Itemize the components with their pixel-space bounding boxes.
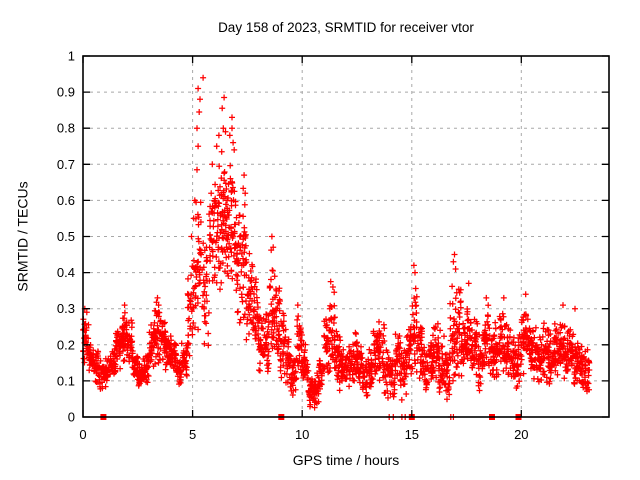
chart-title: Day 158 of 2023, SRMTID for receiver vto… — [218, 20, 474, 35]
x-tick-label: 5 — [189, 427, 196, 442]
plot-border — [82, 55, 610, 418]
x-tick-label: 10 — [295, 427, 309, 442]
y-tick-label: 0.1 — [57, 373, 75, 388]
x-tick-label: 0 — [79, 427, 86, 442]
y-tick-label: 0.6 — [57, 193, 75, 208]
x-tick-label: 20 — [514, 427, 528, 442]
y-tick-label: 0.8 — [57, 121, 75, 136]
x-tick-label: 15 — [405, 427, 419, 442]
y-tick-label: 0.2 — [57, 337, 75, 352]
y-tick-label: 0.5 — [57, 229, 75, 244]
y-tick-label: 0.9 — [57, 85, 75, 100]
scatter-points — [80, 74, 593, 420]
y-tick-label: 0.7 — [57, 157, 75, 172]
y-tick-label: 0.3 — [57, 301, 75, 316]
x-axis-label: GPS time / hours — [292, 452, 400, 468]
y-tick-label: 1 — [68, 49, 75, 64]
y-tick-label: 0.4 — [57, 265, 75, 280]
y-tick-label: 0 — [68, 410, 75, 425]
grid-lines — [83, 56, 609, 417]
